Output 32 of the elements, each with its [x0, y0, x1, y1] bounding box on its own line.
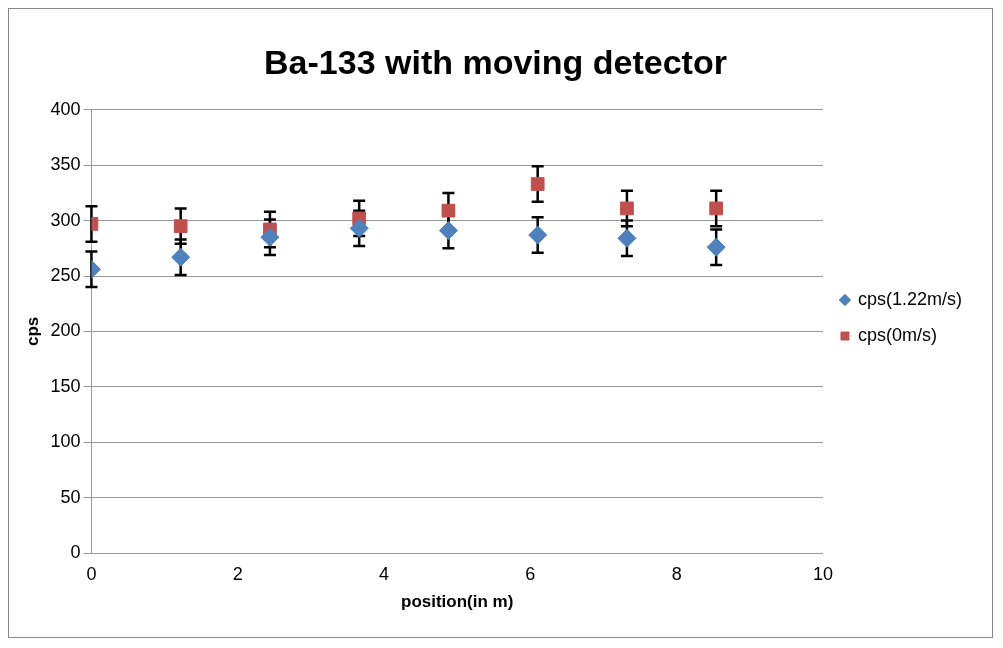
point [528, 225, 548, 245]
point [441, 203, 456, 218]
y-tick-label: 100 [50, 431, 81, 452]
x-tick-label: 8 [671, 563, 682, 584]
x-tick-label: 0 [86, 563, 97, 584]
y-tick-label: 200 [50, 320, 81, 341]
x-tick-label: 6 [525, 563, 536, 584]
point [260, 227, 280, 247]
point [171, 247, 191, 267]
x-tick-label: 2 [232, 563, 243, 584]
y-tick-label: 0 [70, 541, 81, 562]
point [173, 219, 188, 233]
x-tick-label: 10 [812, 563, 833, 584]
y-axis-title: cps [22, 316, 42, 347]
y-tick-label: 400 [50, 98, 81, 119]
point [530, 177, 545, 191]
point [617, 228, 637, 248]
legend-label: cps(1.22m/s) [857, 288, 962, 309]
y-tick-label: 250 [50, 264, 81, 285]
point [620, 201, 634, 216]
x-tick-label: 4 [379, 563, 390, 584]
point [706, 237, 726, 257]
point [438, 221, 458, 241]
x-axis-title: position(in m) [401, 592, 514, 612]
legend-label: cps(0m/s) [857, 324, 937, 345]
y-tick-label: 300 [50, 209, 81, 230]
chart-title: Ba-133 with moving detector [264, 42, 727, 81]
point [349, 218, 369, 238]
y-tick-label: 150 [50, 375, 81, 396]
y-tick-label: 350 [50, 154, 81, 175]
point [709, 201, 724, 216]
y-tick-label: 50 [60, 486, 81, 507]
